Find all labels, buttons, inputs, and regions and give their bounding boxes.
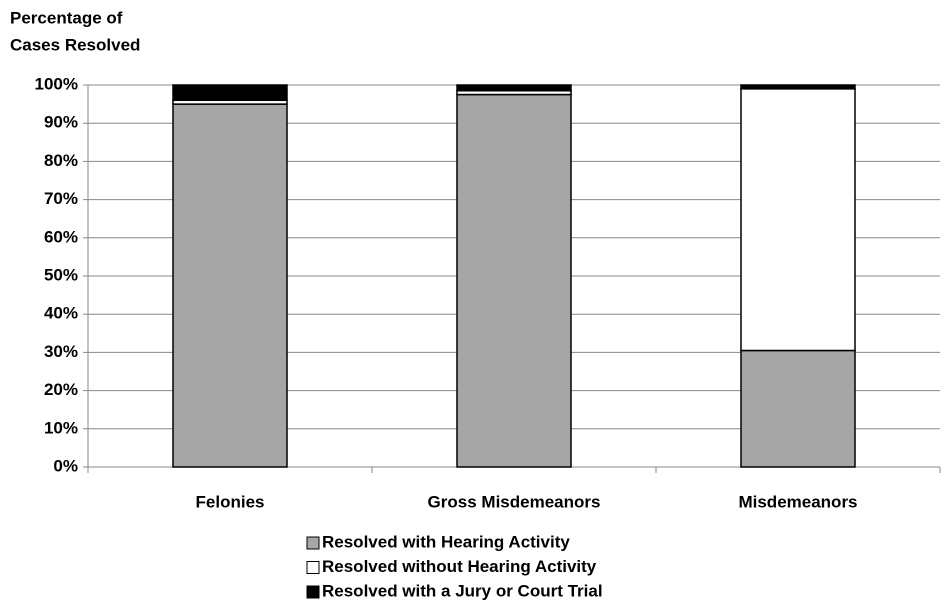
bar-segment (172, 103, 288, 468)
legend-label: Resolved with Hearing Activity (322, 532, 570, 551)
chart-title: Cases Resolved (10, 35, 140, 54)
bar-segment (740, 88, 856, 352)
y-tick-label: 0% (53, 456, 78, 475)
y-tick-label: 10% (44, 418, 78, 437)
y-tick-label: 70% (44, 189, 78, 208)
legend-swatch (306, 536, 320, 550)
y-tick-label: 50% (44, 265, 78, 284)
x-tick-label: Gross Misdemeanors (428, 492, 601, 511)
legend-swatch (306, 561, 320, 574)
legend-swatch (306, 585, 320, 599)
x-tick-label: Misdemeanors (738, 492, 857, 511)
y-tick-label: 60% (44, 227, 78, 246)
bar-segment (740, 349, 856, 468)
x-tick-label: Felonies (196, 492, 265, 511)
bar-segment (740, 84, 856, 90)
chart-title: Percentage of (10, 8, 123, 27)
y-tick-label: 80% (44, 151, 78, 170)
y-tick-label: 90% (44, 113, 78, 132)
y-tick-label: 40% (44, 304, 78, 323)
y-tick-label: 100% (35, 74, 78, 93)
legend-label: Resolved without Hearing Activity (322, 557, 597, 576)
legend-label: Resolved with a Jury or Court Trial (322, 581, 603, 600)
bar-segment (456, 93, 572, 468)
y-tick-label: 30% (44, 342, 78, 361)
y-tick-label: 20% (44, 380, 78, 399)
bar-segment (456, 84, 572, 92)
bar-segment (172, 84, 288, 102)
